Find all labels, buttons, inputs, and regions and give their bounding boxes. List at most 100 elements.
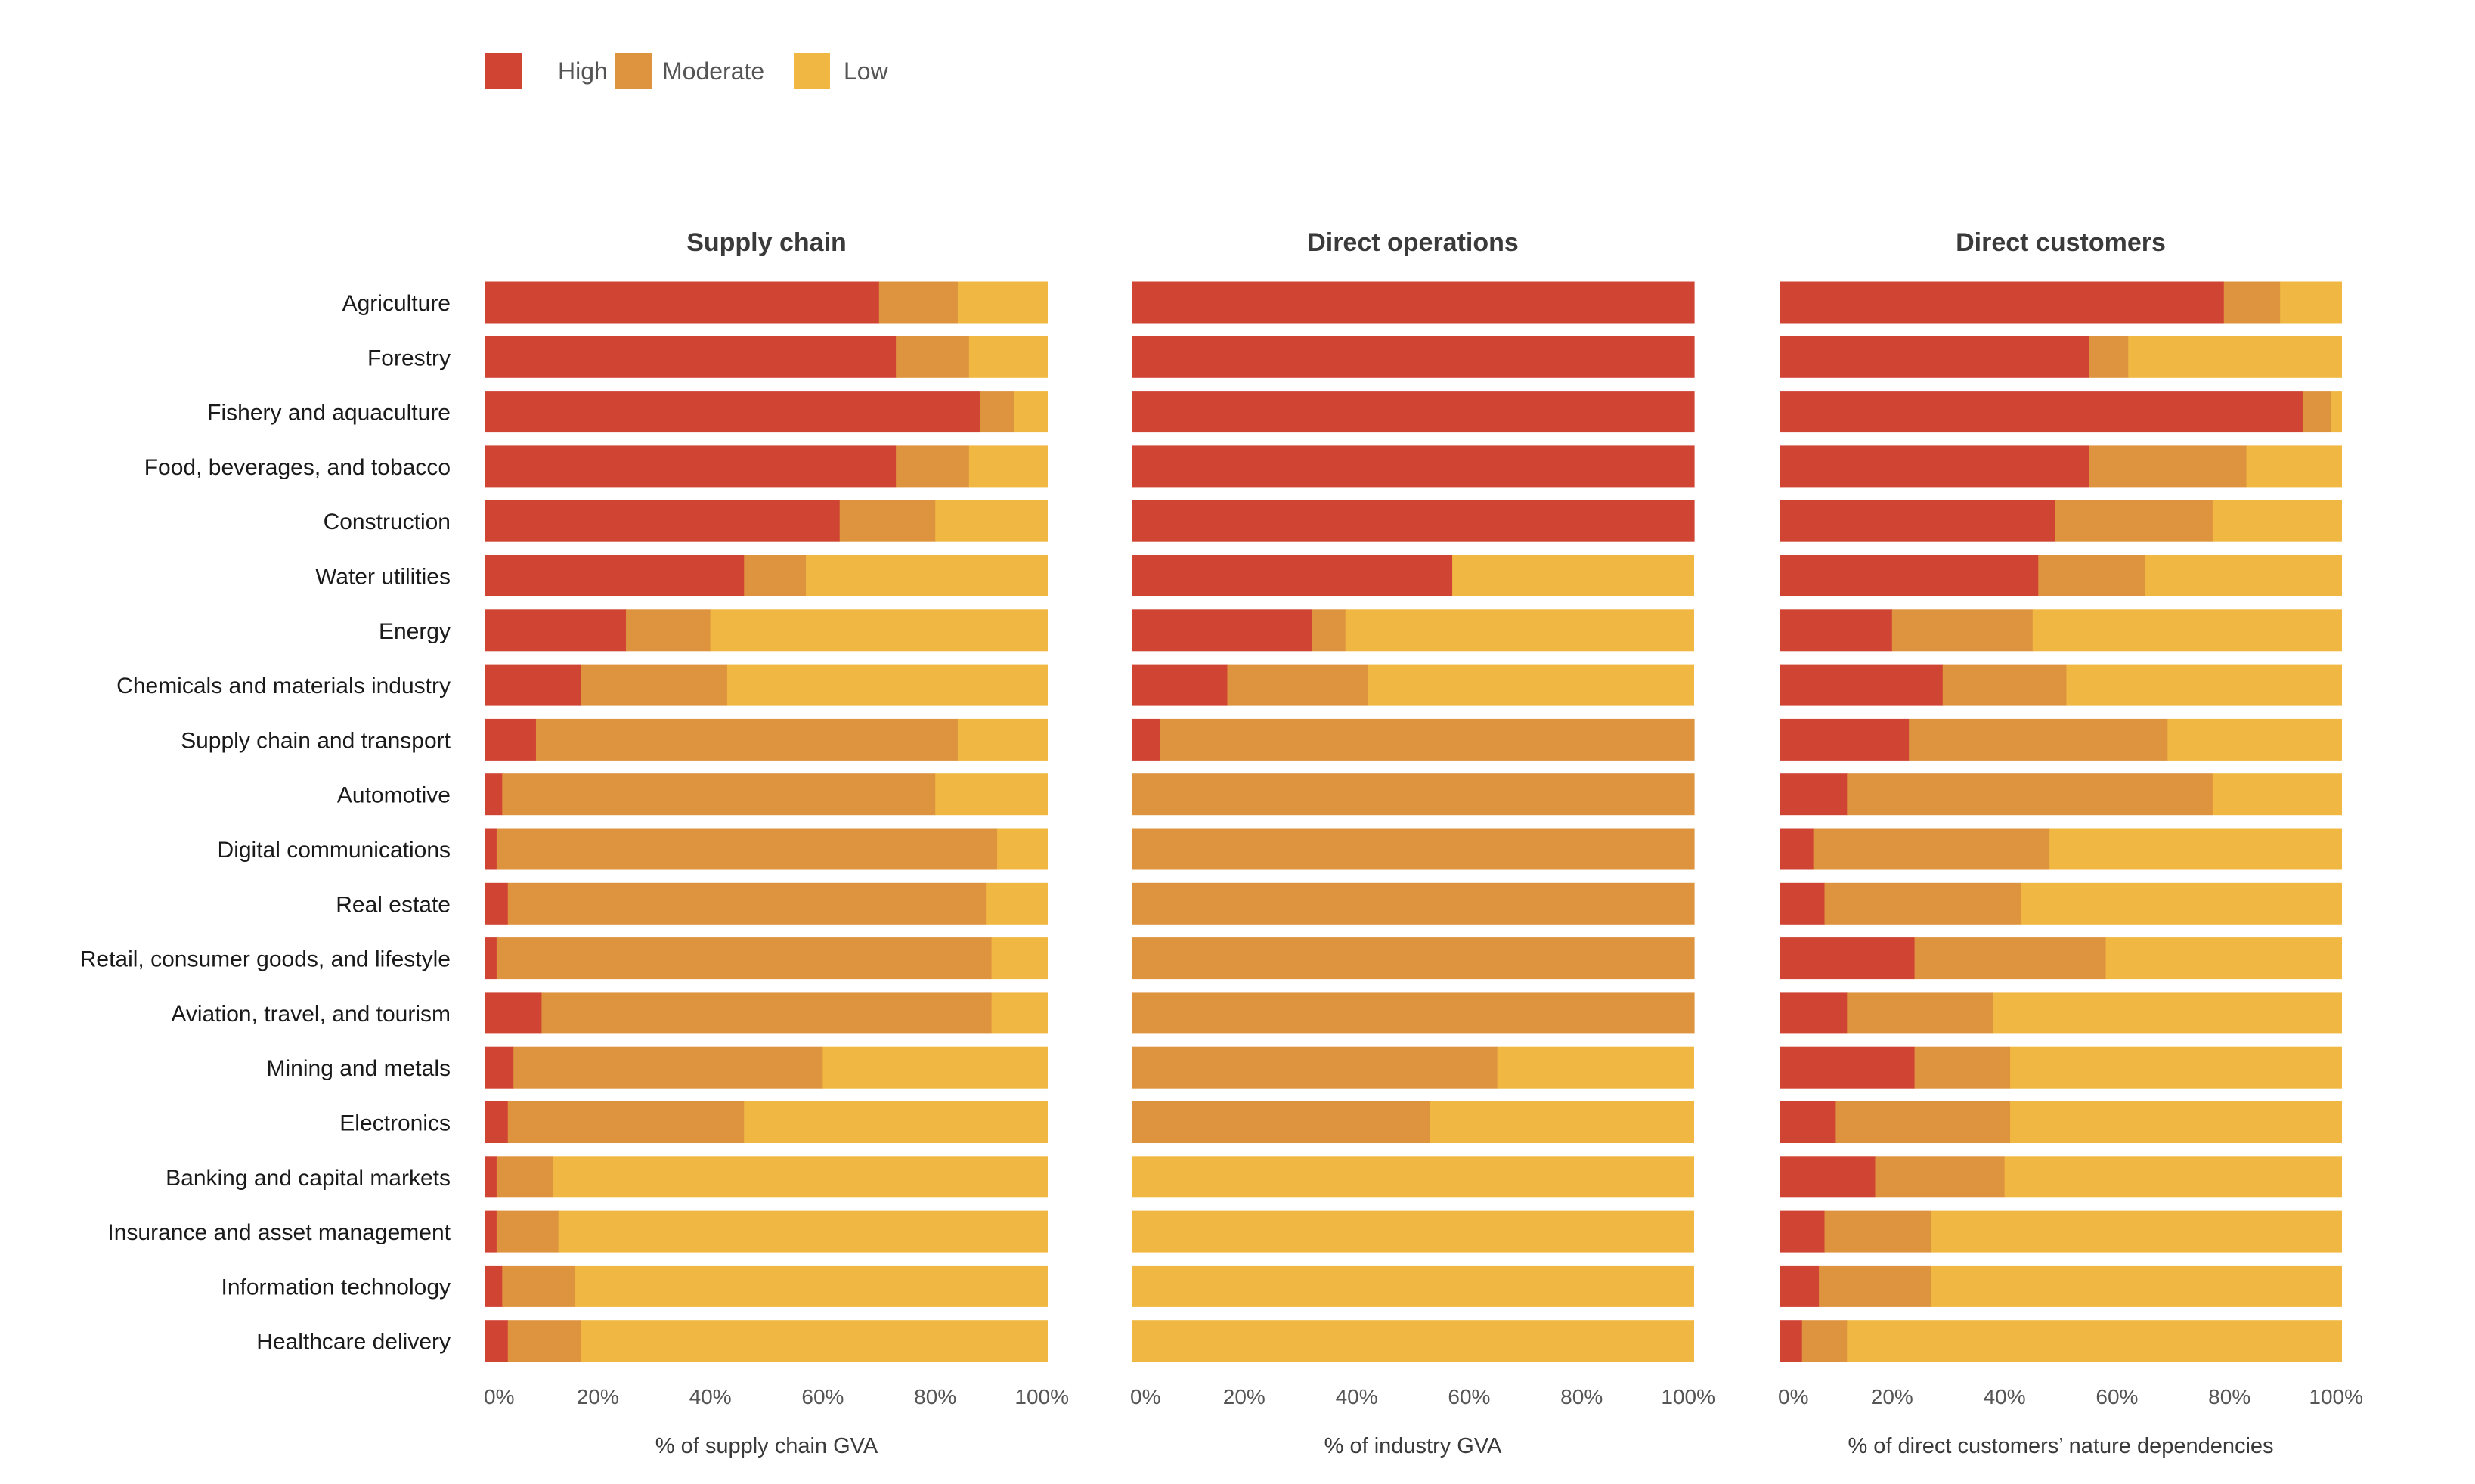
bar-segment-low (957, 281, 1048, 324)
bar-segment-high (485, 1101, 509, 1143)
bar-segment-moderate (1835, 1101, 2011, 1143)
bar-segment-moderate (1914, 1046, 2011, 1089)
legend-label-high: High (558, 57, 608, 85)
bar-segment-low (1993, 992, 2342, 1034)
panel-title: Direct operations (1307, 228, 1519, 257)
bar-segment-low (2331, 391, 2342, 433)
bar-segment-high (1780, 828, 1814, 870)
category-label: Retail, consumer goods, and lifestyle (80, 947, 451, 972)
bar-segment-low (991, 937, 1048, 980)
bar-segment-low (558, 1210, 1048, 1253)
category-label: Construction (324, 510, 451, 534)
category-label: Energy (379, 619, 451, 644)
bar-segment-low (2280, 281, 2342, 324)
bar-segment-high (485, 664, 582, 706)
bar-segment-moderate (1132, 1101, 1430, 1143)
x-tick-label: 100% (1014, 1385, 1069, 1408)
bar-segment-high (1780, 1320, 1803, 1362)
category-label: Information technology (221, 1275, 451, 1300)
bar-segment-moderate (1942, 664, 2068, 706)
bar-segment-low (581, 1320, 1048, 1362)
bar-segment-moderate (513, 1046, 823, 1089)
bar-segment-low (553, 1156, 1048, 1198)
category-label: Real estate (336, 892, 451, 917)
legend-label-low: Low (844, 57, 889, 85)
bar-segment-moderate (541, 992, 993, 1034)
bar-segment-high (1780, 992, 1848, 1034)
legend-item-high: High (485, 53, 608, 89)
bar-segment-high (1132, 500, 1695, 542)
bar-segment-moderate (744, 555, 807, 596)
bar-segment-high (485, 1046, 514, 1089)
bar-segment-moderate (502, 773, 936, 816)
bar-segment-high (1780, 1265, 1820, 1307)
bar-segment-moderate (2302, 391, 2331, 433)
x-axis-label: % of industry GVA (1324, 1434, 1502, 1458)
bar-segment-high (1132, 609, 1312, 652)
bar-segment-moderate (896, 445, 970, 488)
bar-segment-low (957, 718, 1048, 761)
x-tick-label: 60% (801, 1385, 844, 1408)
bar-segment-moderate (507, 1101, 745, 1143)
bar-segment-moderate (878, 281, 959, 324)
bar-segment-moderate (1914, 937, 2107, 980)
bar-segment-low (575, 1265, 1048, 1307)
bar-segment-moderate (1801, 1320, 1848, 1362)
bar-segment-high (1780, 500, 2056, 542)
panel-title: Supply chain (686, 228, 847, 257)
bar-segment-high (485, 391, 981, 433)
legend-label-moderate: Moderate (662, 57, 764, 85)
bar-segment-moderate (2089, 336, 2129, 378)
bar-segment-low (935, 500, 1048, 542)
x-axis-label: % of direct customers’ nature dependenci… (1848, 1434, 2273, 1458)
bar-segment-low (744, 1101, 1048, 1143)
bar-segment-high (1132, 718, 1160, 761)
bar-segment-low (2032, 609, 2342, 652)
category-label: Banking and capital markets (166, 1166, 451, 1191)
legend-swatch-high (485, 53, 522, 89)
bar-segment-moderate (1847, 773, 2213, 816)
x-tick-label: 20% (577, 1385, 619, 1408)
bar-segment-high (1780, 609, 1893, 652)
legend-item-low: Low (794, 53, 889, 89)
bar-segment-high (1780, 664, 1944, 706)
bar-segment-high (485, 828, 497, 870)
bar-segment-high (1780, 937, 1916, 980)
panel-0: Supply chain 0% 20% 40% 60% 80% 100% % of suppl… (484, 228, 1069, 1458)
x-tick-label: 0% (1130, 1385, 1160, 1408)
bar-segment-moderate (581, 664, 728, 706)
panel-1: Direct operations 0% 20% 40% 60% 80% 100% % of … (1130, 228, 1715, 1458)
bar-segment-low (1345, 609, 1694, 652)
bar-segment-low (1368, 664, 1694, 706)
bar-segment-low (822, 1046, 1048, 1089)
bar-segment-moderate (496, 937, 993, 980)
bar-segment-high (1780, 1210, 1826, 1253)
bar-segment-high (1780, 1101, 1836, 1143)
bar-segment-high (485, 882, 509, 925)
bar-segment-moderate (535, 718, 959, 761)
bar-segment-moderate (1824, 882, 2022, 925)
category-label: Mining and metals (267, 1056, 451, 1081)
bar-segment-high (485, 555, 745, 596)
bar-segment-low (2010, 1046, 2342, 1089)
x-tick-label: 40% (689, 1385, 732, 1408)
bar-segment-high (485, 500, 841, 542)
legend: High Moderate Low (485, 53, 889, 89)
bar-segment-low (2021, 882, 2342, 925)
bar-segment-high (1132, 281, 1695, 324)
bar-segment-moderate (626, 609, 711, 652)
x-tick-label: 60% (2096, 1385, 2138, 1408)
bar-segment-low (2004, 1156, 2342, 1198)
bar-segment-low (2066, 664, 2342, 706)
x-axis-label: % of supply chain GVA (655, 1434, 878, 1458)
bar-segment-high (1780, 1156, 1876, 1198)
bar-segment-moderate (507, 1320, 582, 1362)
x-tick-label: 20% (1223, 1385, 1265, 1408)
bar-segment-high (485, 718, 537, 761)
category-label: Chemicals and materials industry (116, 674, 451, 699)
bar-segment-high (1780, 555, 2039, 596)
bar-segment-low (2246, 445, 2342, 488)
bar-segment-low (968, 336, 1048, 378)
category-label: Digital communications (218, 838, 451, 863)
